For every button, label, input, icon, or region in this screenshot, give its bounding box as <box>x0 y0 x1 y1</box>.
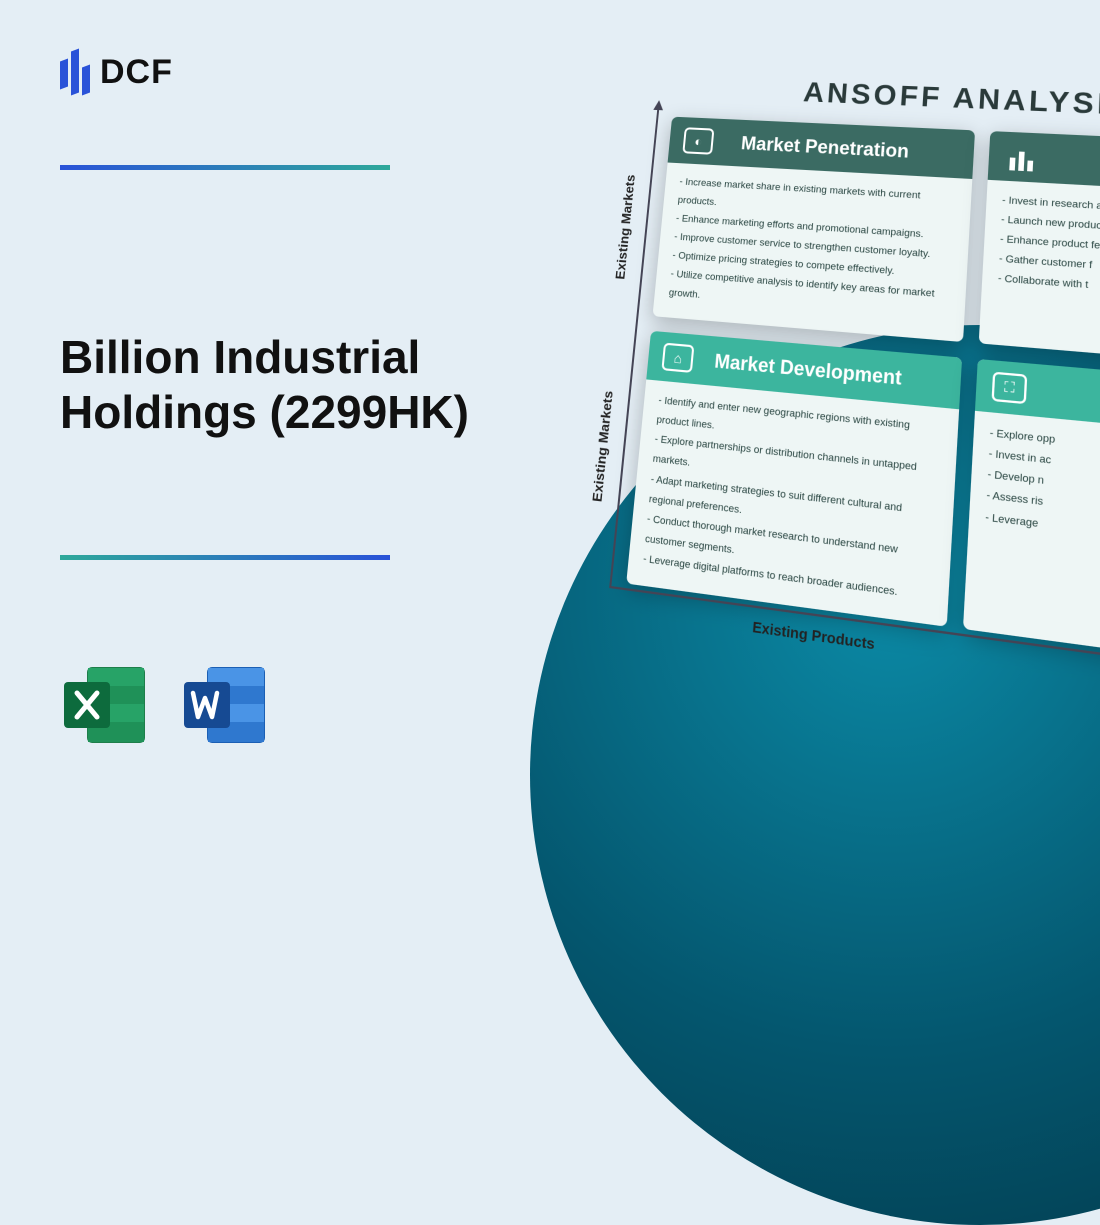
card-title: Market Development <box>704 349 912 391</box>
card-body: Increase market share in existing market… <box>652 163 972 343</box>
file-icons-row <box>60 660 270 750</box>
card-diversification: ⛶ Explore opp Invest in ac Develop n Ass… <box>963 359 1100 677</box>
card-title <box>1051 158 1100 169</box>
card-body: Invest in research and Launch new produc… <box>981 180 1100 331</box>
word-icon <box>180 660 270 750</box>
image-icon: ◐ <box>682 127 714 155</box>
logo: DCF <box>60 50 173 94</box>
card-body: Identify and enter new geographic region… <box>626 380 959 627</box>
excel-icon <box>60 660 150 750</box>
storefront-icon: ⌂ <box>661 343 694 373</box>
card-market-penetration: ◐ Market Penetration Increase market sha… <box>652 117 975 343</box>
y-axis-label-upper: Existing Markets <box>612 174 637 280</box>
card-title: Market Penetration <box>724 132 927 164</box>
card-product-development: Invest in research and Launch new produc… <box>979 131 1100 373</box>
card-market-development: ⌂ Market Development Identify and enter … <box>626 331 962 626</box>
ansoff-matrix: ANSOFF ANALYSIS Existing Markets Existin… <box>584 70 1100 714</box>
card-title <box>1040 391 1100 412</box>
expand-icon: ⛶ <box>991 372 1027 405</box>
card-body: Explore opp Invest in ac Develop n Asses… <box>968 411 1100 586</box>
matrix-grid: ◐ Market Penetration Increase market sha… <box>626 117 1100 678</box>
divider-top <box>60 165 390 170</box>
page-title: Billion Industrial Holdings (2299HK) <box>60 330 540 440</box>
bars-icon <box>1004 142 1039 171</box>
divider-bottom <box>60 555 390 560</box>
logo-mark-icon <box>60 50 90 94</box>
y-axis-label-lower: Existing Markets <box>589 390 615 503</box>
logo-text: DCF <box>100 53 173 92</box>
